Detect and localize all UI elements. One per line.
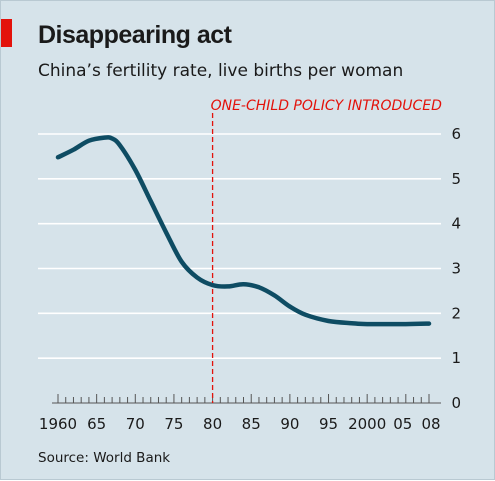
y-tick-label-5: 5 xyxy=(451,170,461,188)
y-tick-label-2: 2 xyxy=(451,304,461,322)
x-tick-label-70: 70 xyxy=(126,415,145,433)
x-tick-label-95: 95 xyxy=(319,415,338,433)
x-tick-label-65: 65 xyxy=(87,415,106,433)
y-tick-label-3: 3 xyxy=(451,260,461,278)
y-tick-label-0: 0 xyxy=(451,394,461,412)
x-tick-label-80: 80 xyxy=(203,415,222,433)
x-tick-label-85: 85 xyxy=(242,415,261,433)
y-tick-label-6: 6 xyxy=(451,125,461,143)
x-tick-label-75: 75 xyxy=(164,415,183,433)
x-axis xyxy=(52,394,441,404)
y-tick-labels: 0 1 2 3 4 5 6 xyxy=(451,125,461,412)
gridlines xyxy=(38,133,441,359)
series-group xyxy=(55,135,432,327)
y-tick-label-1: 1 xyxy=(451,349,461,367)
x-tick-label-2000: 2000 xyxy=(348,415,386,433)
y-tick-label-4: 4 xyxy=(451,215,461,233)
chart-title: Disappearing act xyxy=(38,21,232,49)
x-tick-label-05: 05 xyxy=(393,415,412,433)
policy-annotation: ONE-CHILD POLICY INTRODUCED xyxy=(211,98,443,403)
fertility-rate-line xyxy=(55,135,432,327)
x-tick-labels: 1960 65 70 75 80 85 90 95 2000 05 08 xyxy=(39,415,441,433)
x-tick-label-08: 08 xyxy=(421,415,440,433)
source-note: Source: World Bank xyxy=(38,450,171,466)
policy-label: ONE-CHILD POLICY INTRODUCED xyxy=(211,98,443,114)
x-tick-label-90: 90 xyxy=(280,415,299,433)
brand-tag xyxy=(1,19,12,47)
x-tick-label-1960: 1960 xyxy=(39,415,77,433)
chart-subtitle: China’s fertility rate, live births per … xyxy=(38,61,404,81)
